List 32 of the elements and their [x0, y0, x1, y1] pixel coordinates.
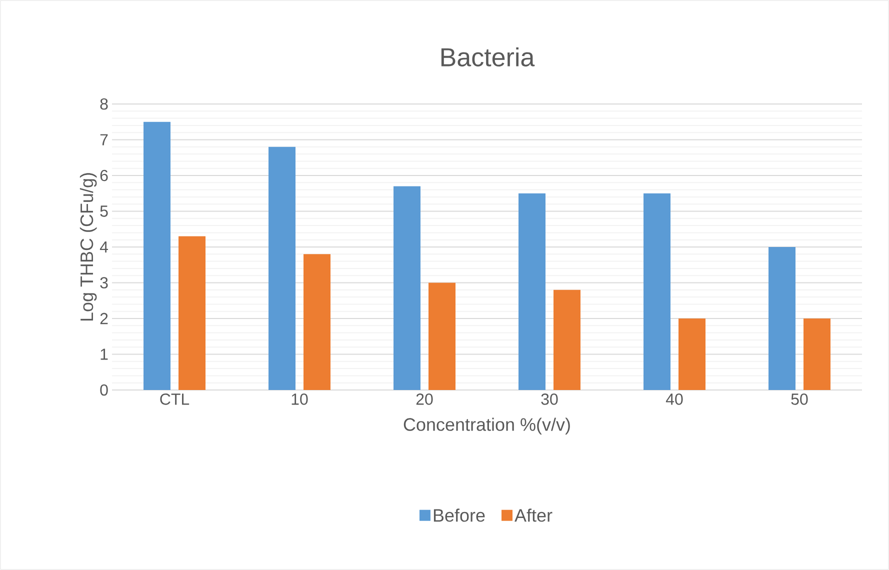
- bar: [768, 246, 796, 390]
- chart-title: Bacteria: [441, 47, 535, 66]
- y-axis-title: Log THBC (CFu/g): [80, 173, 97, 321]
- x-tick-label: CTL: [160, 394, 190, 405]
- y-tick-label: 7: [100, 134, 108, 146]
- bar: [518, 193, 546, 390]
- bar: [678, 318, 706, 390]
- bar: [268, 146, 296, 390]
- bar: [554, 290, 580, 390]
- bar: [804, 318, 830, 390]
- y-tick-label: 3: [100, 277, 108, 288]
- x-tick-label: 20: [416, 394, 433, 405]
- y-tick-label: 8: [100, 98, 108, 110]
- y-tick-label: 6: [100, 170, 108, 182]
- bar: [144, 122, 171, 390]
- bar: [428, 282, 456, 390]
- bar: [644, 193, 670, 390]
- legend-label: Before: [434, 508, 485, 522]
- y-tick-label: 0: [100, 384, 108, 396]
- y-tick-label: 4: [100, 241, 108, 252]
- bar: [304, 254, 331, 390]
- bar: [178, 236, 206, 390]
- y-tick-label: 1: [100, 348, 108, 360]
- x-tick-label: 40: [666, 394, 683, 405]
- x-tick-label: 10: [292, 394, 308, 405]
- bar: [394, 186, 421, 390]
- x-tick-label: 30: [541, 394, 558, 405]
- x-tick-label: 50: [791, 394, 808, 405]
- y-tick-label: 5: [100, 206, 108, 217]
- x-axis-title: Concentration %(v/v): [404, 418, 570, 434]
- legend-label: After: [514, 508, 552, 522]
- y-tick-label: 2: [100, 312, 108, 324]
